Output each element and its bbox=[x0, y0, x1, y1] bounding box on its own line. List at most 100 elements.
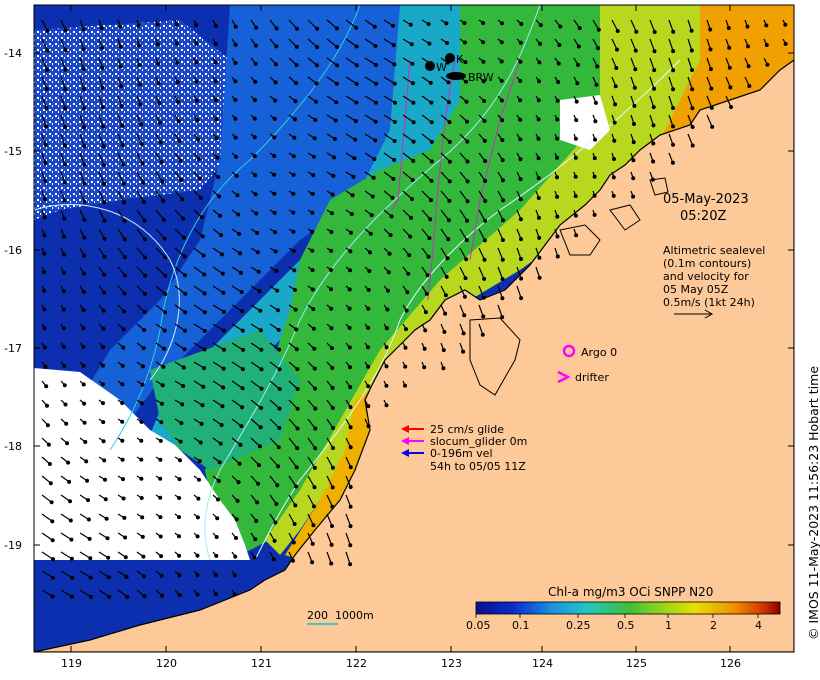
vector-head bbox=[595, 46, 600, 51]
vector-head bbox=[125, 594, 130, 599]
vector-arrow bbox=[60, 532, 72, 541]
vector-head bbox=[611, 193, 616, 198]
vector-head bbox=[311, 523, 316, 528]
vector-head bbox=[82, 125, 87, 130]
vector-head bbox=[45, 29, 50, 34]
vector-arrow bbox=[60, 570, 73, 579]
vector-head bbox=[142, 328, 147, 333]
vector-head bbox=[102, 200, 107, 205]
vector-head bbox=[671, 49, 676, 54]
vector-head bbox=[384, 326, 389, 331]
vector-head bbox=[500, 257, 505, 262]
vector-head bbox=[197, 176, 202, 181]
vector-head bbox=[139, 419, 144, 424]
vector-head bbox=[142, 218, 147, 223]
vector-head bbox=[61, 270, 66, 275]
vector-head bbox=[392, 81, 397, 86]
vector-head bbox=[444, 21, 449, 26]
lon-label-123: 123 bbox=[441, 657, 462, 670]
vector-arrow bbox=[421, 133, 433, 143]
vector-arrow bbox=[136, 171, 144, 184]
vector-head bbox=[85, 478, 90, 483]
vector-head bbox=[335, 44, 340, 49]
vector-head bbox=[63, 28, 68, 33]
vector-head bbox=[70, 575, 75, 580]
lat-label-14: -14 bbox=[4, 47, 22, 60]
vector-head bbox=[140, 534, 145, 539]
vector-head bbox=[329, 268, 334, 273]
vector-head bbox=[330, 192, 335, 197]
vector-head bbox=[329, 230, 334, 235]
glider-track-2 bbox=[391, 59, 411, 211]
vector-head bbox=[180, 197, 185, 202]
vector-head bbox=[253, 61, 258, 66]
vector-head bbox=[141, 180, 146, 185]
vector-head bbox=[101, 345, 106, 350]
vector-head bbox=[241, 347, 246, 352]
lon-label-120: 120 bbox=[156, 657, 177, 670]
vector-head bbox=[182, 254, 187, 259]
vector-head bbox=[411, 100, 416, 105]
vector-arrow bbox=[60, 57, 67, 71]
vector-head bbox=[139, 142, 144, 147]
vector-head bbox=[426, 22, 431, 27]
vector-head bbox=[199, 421, 204, 426]
vector-head bbox=[745, 24, 750, 29]
altimetry-line-1: Altimetric sealevel bbox=[663, 244, 766, 257]
vector-arrow bbox=[706, 114, 713, 128]
vector-head bbox=[329, 306, 334, 311]
vector-arrow bbox=[288, 494, 296, 506]
vector-head bbox=[99, 45, 104, 50]
vector-arrow bbox=[345, 551, 351, 565]
vector-head bbox=[276, 327, 281, 332]
vector-head bbox=[611, 157, 616, 162]
vector-head bbox=[213, 79, 218, 84]
vector-head bbox=[81, 106, 86, 111]
site-marker-brw bbox=[446, 72, 466, 80]
vector-head bbox=[294, 484, 299, 489]
drifter-label: drifter bbox=[575, 371, 609, 384]
vector-arrow bbox=[516, 285, 522, 299]
vector-head bbox=[708, 47, 713, 52]
vector-head bbox=[102, 254, 107, 259]
vector-head bbox=[315, 26, 320, 31]
vector-head bbox=[481, 21, 486, 26]
contour-outer bbox=[34, 203, 180, 381]
vector-arrow bbox=[421, 171, 432, 182]
vector-head bbox=[159, 554, 164, 559]
vector-head bbox=[239, 290, 244, 295]
vector-head bbox=[447, 120, 452, 125]
vector-head bbox=[277, 387, 282, 392]
vector-head bbox=[158, 515, 163, 520]
vector-head bbox=[310, 191, 315, 196]
vector-head bbox=[156, 61, 161, 66]
vector-arrow bbox=[649, 57, 655, 71]
vector-arrow bbox=[174, 323, 186, 332]
vector-arrow bbox=[307, 456, 316, 469]
vector-head bbox=[222, 347, 227, 352]
vector-head bbox=[48, 481, 53, 486]
vector-head bbox=[555, 117, 560, 122]
vector-head bbox=[536, 117, 541, 122]
vector-head bbox=[313, 446, 318, 451]
vector-head bbox=[236, 480, 241, 485]
vector-head bbox=[445, 40, 450, 45]
vector-head bbox=[100, 363, 105, 368]
vector-arrow bbox=[307, 19, 318, 30]
vector-head bbox=[312, 346, 317, 351]
vector-head bbox=[45, 67, 50, 72]
vector-head bbox=[62, 198, 67, 203]
vector-head bbox=[313, 117, 318, 122]
vector-arrow bbox=[307, 38, 318, 48]
vector-head bbox=[82, 253, 87, 258]
vector-arrow bbox=[383, 152, 395, 161]
vector-head bbox=[214, 136, 219, 141]
vector-head bbox=[198, 195, 203, 200]
vector-head bbox=[632, 103, 637, 108]
vector-head bbox=[234, 154, 239, 159]
vector-head bbox=[385, 307, 390, 312]
vector-arrow bbox=[668, 38, 674, 52]
vector-head bbox=[329, 326, 334, 331]
vector-arrow bbox=[60, 551, 73, 560]
vector-head bbox=[44, 105, 49, 110]
